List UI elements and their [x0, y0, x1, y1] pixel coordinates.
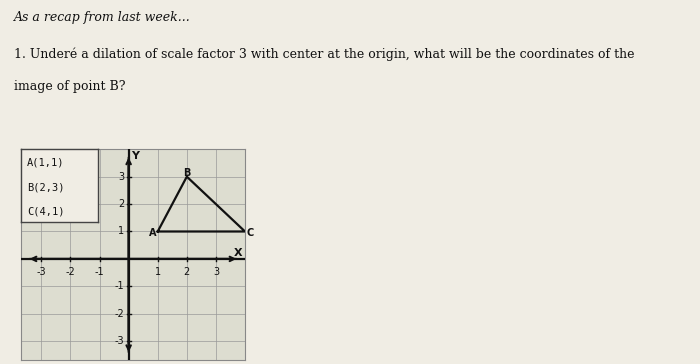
Text: A: A: [148, 228, 156, 238]
Text: Y: Y: [131, 151, 139, 161]
Text: X: X: [233, 248, 242, 258]
Text: 1. Underé a dilation of scale factor 3 with center at the origin, what will be t: 1. Underé a dilation of scale factor 3 w…: [14, 47, 634, 61]
Text: -3: -3: [36, 266, 46, 277]
Text: 1: 1: [155, 266, 161, 277]
Text: A(1,1): A(1,1): [27, 158, 64, 168]
Text: 3: 3: [213, 266, 219, 277]
Text: C(4,1): C(4,1): [27, 206, 64, 216]
Text: -1: -1: [115, 281, 125, 291]
Text: -2: -2: [115, 309, 125, 319]
Text: image of point B?: image of point B?: [14, 80, 125, 93]
Text: -3: -3: [115, 336, 125, 346]
Text: -2: -2: [66, 266, 76, 277]
Text: C: C: [246, 228, 254, 238]
Text: 2: 2: [183, 266, 190, 277]
Text: 3: 3: [118, 172, 125, 182]
Text: 2: 2: [118, 199, 125, 209]
Text: 1: 1: [118, 226, 125, 237]
Text: -1: -1: [94, 266, 104, 277]
Text: B(2,3): B(2,3): [27, 182, 64, 192]
Text: As a recap from last week...: As a recap from last week...: [14, 11, 190, 24]
Text: B: B: [183, 167, 190, 178]
